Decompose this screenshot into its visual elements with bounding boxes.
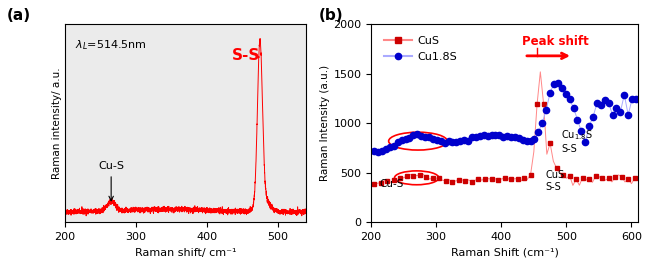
Text: Cu$_{1.8}$S
S-S: Cu$_{1.8}$S S-S — [561, 128, 593, 154]
Text: Cu-S: Cu-S — [380, 179, 404, 189]
Text: (b): (b) — [319, 8, 344, 23]
Text: $\lambda_L$=514.5nm: $\lambda_L$=514.5nm — [75, 38, 146, 52]
Text: S-S: S-S — [232, 48, 260, 63]
Text: (a): (a) — [7, 8, 31, 23]
Y-axis label: Raman Intensity (a.u.): Raman Intensity (a.u.) — [320, 65, 331, 181]
Legend: CuS, Cu1.8S: CuS, Cu1.8S — [380, 32, 462, 66]
Y-axis label: Raman intensity/ a.u.: Raman intensity/ a.u. — [52, 68, 62, 179]
Text: Cu-S: Cu-S — [98, 161, 124, 201]
Text: Peak shift: Peak shift — [522, 35, 589, 48]
X-axis label: Raman shift/ cm⁻¹: Raman shift/ cm⁻¹ — [135, 248, 236, 258]
X-axis label: Raman Shift (cm⁻¹): Raman Shift (cm⁻¹) — [450, 248, 559, 258]
Text: CuS
S-S: CuS S-S — [546, 170, 564, 192]
